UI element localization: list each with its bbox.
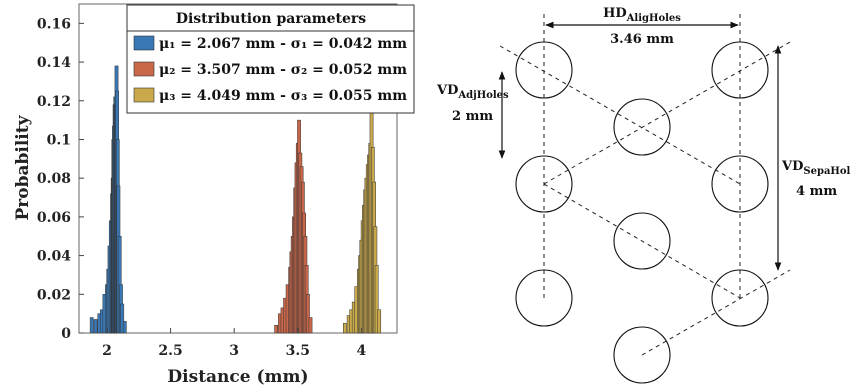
dimension-label-main: VD — [436, 83, 458, 98]
legend-box — [126, 4, 415, 114]
hole-circle — [711, 41, 769, 99]
bar — [377, 309, 382, 334]
x-tick-label: 3 — [229, 343, 239, 359]
hole-circle — [613, 98, 671, 156]
y-tick-label: 0.12 — [37, 94, 71, 110]
dimension-value: 2 mm — [452, 109, 493, 124]
histogram-chart: 0 0.02 0.04 0.06 0.08 0.1 0.12 0.14 0.16 2 2.5 3 3.5… — [13, 3, 415, 387]
dimension-value: 4 mm — [796, 184, 837, 199]
hole-circle — [613, 326, 671, 384]
legend: Distribution parameters μ₁ = 2.067 mm - σ… — [126, 4, 415, 114]
y-tick-label: 0.02 — [37, 287, 71, 303]
dimension-label: VDSepaHoles — [781, 159, 850, 177]
legend-entry: μ₃ = 4.049 mm - σ₃ = 0.055 mm — [159, 88, 407, 104]
diagonal-line — [543, 183, 741, 299]
series-1 — [89, 65, 127, 334]
dimension-label-main: HD — [603, 6, 627, 21]
series-2 — [274, 119, 313, 334]
y-tick-label: 0.16 — [37, 16, 71, 32]
dimension-value: 3.46 mm — [610, 32, 674, 47]
hole-circle — [515, 155, 573, 213]
diagonal-line — [499, 45, 741, 185]
dimension-label: HDAligHoles — [603, 6, 681, 24]
x-tick-label: 2.5 — [158, 343, 182, 359]
dimension-label-subscript: SepaHoles — [803, 166, 850, 177]
y-tick-label: 0.1 — [47, 132, 71, 148]
bar — [306, 294, 310, 334]
bar — [120, 303, 125, 334]
dimension-label-main: VD — [781, 159, 803, 174]
hole-circle — [515, 41, 573, 99]
legend-title: Distribution parameters — [176, 11, 366, 27]
x-tick-label: 4 — [357, 343, 367, 359]
hole-circle — [613, 212, 671, 270]
hole-circle — [711, 155, 769, 213]
hole-circle — [515, 269, 573, 327]
dimension-label-subscript: AligHoles — [626, 13, 682, 24]
legend-swatch — [133, 61, 155, 77]
legend-entry: μ₁ = 2.067 mm - σ₁ = 0.042 mm — [159, 36, 407, 52]
x-tick-label: 2 — [102, 343, 112, 359]
y-tick-label: 0 — [61, 326, 71, 342]
hole-circle — [711, 269, 769, 327]
legend-entry: μ₂ = 3.507 mm - σ₂ = 0.052 mm — [159, 62, 407, 78]
dimension-label: VDAdjHoles — [436, 83, 509, 101]
y-tick-label: 0.14 — [37, 55, 71, 71]
legend-swatch — [133, 35, 155, 51]
bar — [93, 319, 98, 334]
dimension-label-subscript: AdjHoles — [457, 90, 509, 101]
bar — [342, 323, 347, 334]
legend-swatch — [133, 87, 155, 103]
x-tick-label: 3.5 — [286, 343, 310, 359]
y-tick-label: 0.06 — [37, 210, 71, 226]
bar — [308, 317, 313, 334]
bar — [374, 265, 379, 334]
bar — [122, 321, 127, 334]
y-tick-label: 0.08 — [37, 171, 71, 187]
y-tick-label: 0.04 — [37, 249, 71, 265]
diagonal-line — [543, 41, 791, 185]
series-3 — [342, 110, 382, 334]
bar — [274, 325, 279, 334]
x-axis-label: Distance (mm) — [167, 367, 308, 387]
y-axis-label: Probability — [13, 114, 33, 220]
bar — [89, 317, 94, 334]
